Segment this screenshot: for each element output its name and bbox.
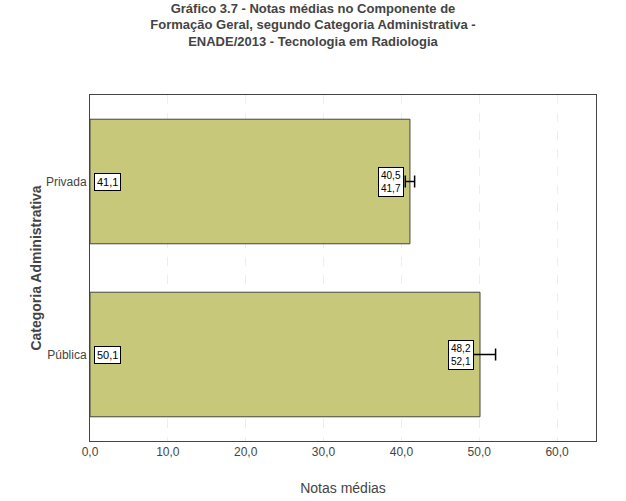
svg-text:20,0: 20,0 [234,445,258,459]
svg-text:50,1: 50,1 [97,349,118,361]
svg-text:50,0: 50,0 [468,445,492,459]
svg-text:30,0: 30,0 [312,445,336,459]
svg-text:40,541,7: 40,541,7 [381,170,401,194]
svg-text:41,1: 41,1 [97,176,118,188]
svg-text:Gráfico 3.7 - Notas médias no: Gráfico 3.7 - Notas médias no Componente… [150,1,475,50]
svg-text:Notas médias: Notas médias [300,480,386,496]
svg-text:48,252,1: 48,252,1 [451,343,471,367]
svg-text:Privada: Privada [46,175,87,189]
svg-text:Pública: Pública [47,348,87,362]
svg-text:10,0: 10,0 [156,445,180,459]
svg-text:60,0: 60,0 [545,445,569,459]
svg-text:0,0: 0,0 [82,445,99,459]
svg-text:Categoria Administrativa: Categoria Administrativa [28,185,44,350]
svg-text:40,0: 40,0 [390,445,414,459]
